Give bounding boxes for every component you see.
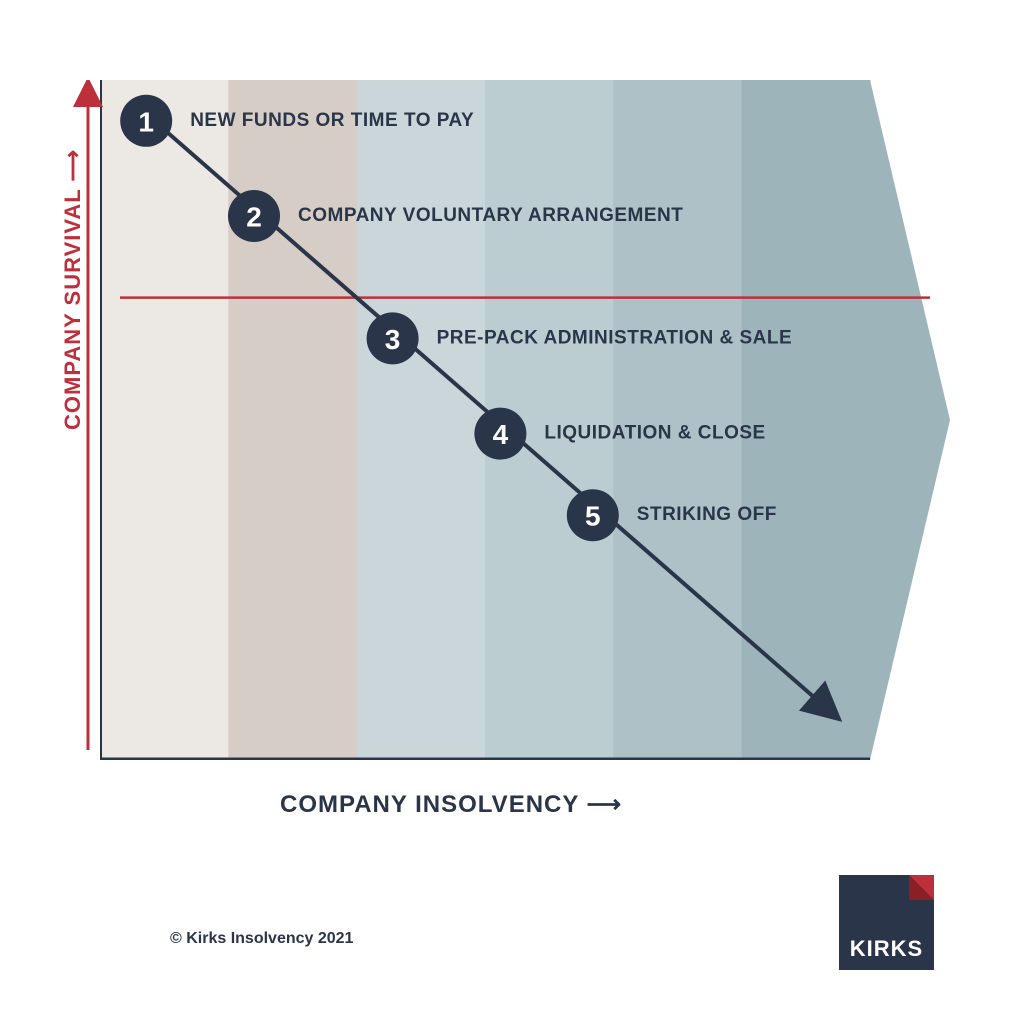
x-axis-label: COMPANY INSOLVENCY ⟶ (280, 790, 622, 819)
svg-text:3: 3 (385, 324, 401, 355)
chart-area: 1 NEW FUNDS OR TIME TO PAY 2 COMPANY VOLUNT… (100, 80, 950, 760)
step-label: STRIKING OFF (637, 504, 777, 525)
copyright-text: © Kirks Insolvency 2021 (170, 930, 353, 948)
svg-text:1: 1 (138, 106, 154, 137)
brand-logo: KIRKS (839, 875, 934, 970)
svg-text:2: 2 (246, 202, 262, 233)
step-label: LIQUIDATION & CLOSE (544, 423, 765, 444)
step-label: PRE-PACK ADMINISTRATION & SALE (437, 327, 793, 348)
step-label: NEW FUNDS OR TIME TO PAY (190, 110, 474, 131)
logo-text: KIRKS (839, 936, 934, 962)
diagram-svg: 1 NEW FUNDS OR TIME TO PAY 2 COMPANY VOLUNT… (100, 80, 950, 760)
y-axis-label: COMPANY SURVIVAL ⟶ (60, 149, 86, 430)
svg-text:5: 5 (585, 501, 601, 532)
svg-text:4: 4 (493, 419, 509, 450)
step-label: COMPANY VOLUNTARY ARRANGEMENT (298, 205, 683, 226)
